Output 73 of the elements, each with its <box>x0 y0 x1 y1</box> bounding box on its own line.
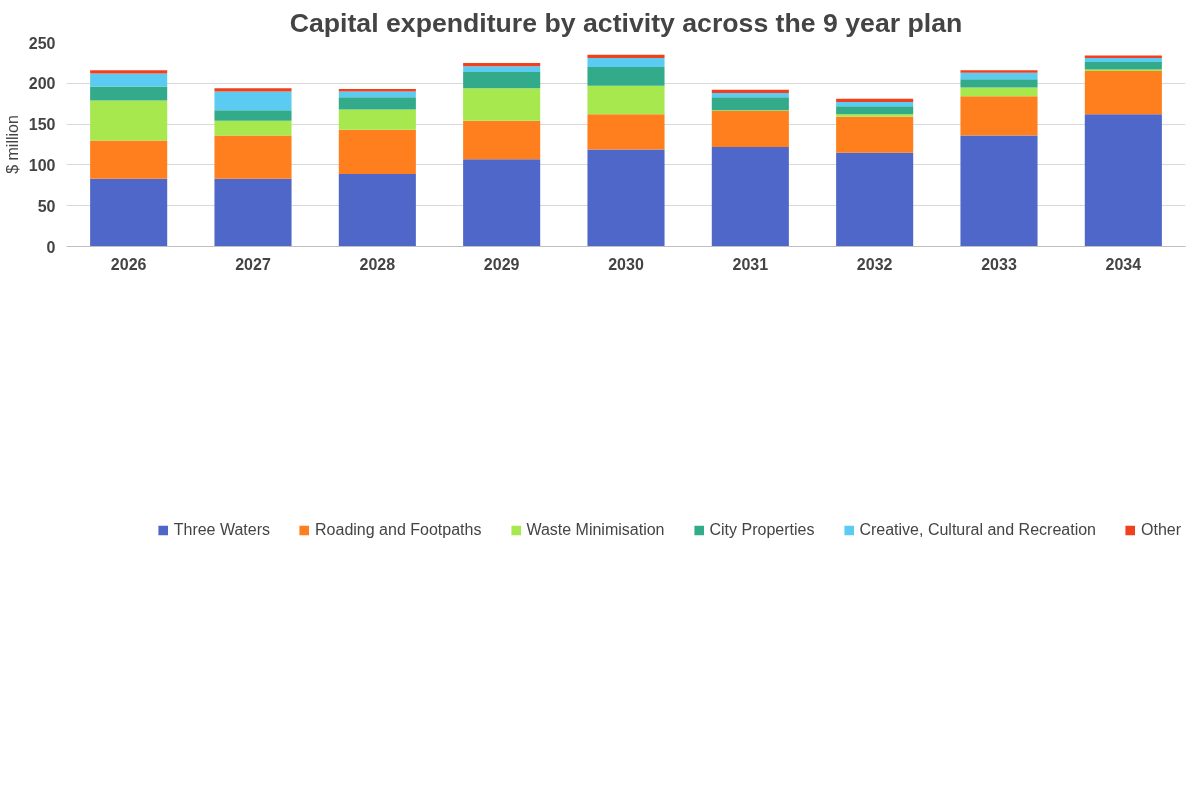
bar <box>1084 71 1162 115</box>
legend-label: Waste Minimisation <box>526 521 665 539</box>
bar <box>960 135 1038 247</box>
bar <box>463 62 541 67</box>
bar <box>90 140 168 179</box>
bar <box>90 73 168 87</box>
y-axis-title: $ million <box>3 115 21 174</box>
x-tick-label: 2034 <box>1105 255 1142 273</box>
legend-label: Three Waters <box>173 521 271 539</box>
bar <box>960 70 1038 73</box>
bar <box>836 106 914 115</box>
bar <box>338 91 416 98</box>
bar <box>463 159 541 247</box>
bar <box>836 152 914 247</box>
bar <box>214 88 292 92</box>
bar <box>90 86 168 101</box>
bar <box>214 178 292 247</box>
bar <box>711 97 789 111</box>
y-tick-label: 50 <box>37 197 56 215</box>
bar <box>214 135 292 179</box>
bar <box>1084 58 1162 63</box>
bar <box>711 93 789 98</box>
bar <box>90 70 168 74</box>
x-tick-label: 2030 <box>608 255 644 273</box>
x-tick-label: 2031 <box>732 255 769 273</box>
bar <box>960 72 1038 80</box>
bar <box>960 96 1038 136</box>
legend-label: Creative, Cultural and Recreation <box>859 521 1096 539</box>
y-tick-label: 150 <box>28 116 56 134</box>
bar <box>836 116 914 153</box>
bar <box>214 110 292 121</box>
bar <box>836 98 914 103</box>
bar <box>960 87 1038 97</box>
bar <box>90 100 168 141</box>
bar <box>338 173 416 247</box>
bar <box>214 91 292 111</box>
bar <box>587 149 665 247</box>
x-tick-label: 2032 <box>856 255 893 273</box>
x-tick-label: 2033 <box>981 255 1017 273</box>
y-tick-label: 200 <box>28 75 56 93</box>
bar <box>463 66 541 72</box>
bar <box>960 79 1038 88</box>
bar <box>587 54 665 58</box>
bar <box>1084 114 1162 247</box>
y-tick-label: 0 <box>46 238 56 256</box>
bar <box>836 102 914 107</box>
bar <box>463 88 541 121</box>
legend-label: Other <box>1140 521 1181 539</box>
bar <box>338 97 416 110</box>
bar <box>711 146 789 247</box>
bar <box>711 89 789 94</box>
bar <box>463 120 541 160</box>
chart-title: Capital expenditure by activity across the 9 year plan <box>289 7 963 38</box>
bar <box>711 111 789 147</box>
bar <box>836 114 914 117</box>
y-tick-label: 250 <box>28 34 56 52</box>
x-tick-label: 2028 <box>359 255 396 273</box>
bar <box>587 66 665 86</box>
x-tick-label: 2027 <box>235 255 271 273</box>
bar <box>90 178 168 247</box>
bar <box>587 85 665 115</box>
bar <box>214 120 292 136</box>
bar <box>463 71 541 89</box>
y-tick-label: 100 <box>28 156 56 174</box>
bar <box>338 109 416 130</box>
bar <box>338 129 416 174</box>
legend-label: City Properties <box>709 521 815 539</box>
legend-label: Roading and Footpaths <box>315 521 482 539</box>
bar <box>587 58 665 67</box>
bar <box>1084 62 1162 70</box>
x-tick-label: 2029 <box>483 255 520 273</box>
x-tick-label: 2026 <box>110 255 147 273</box>
bar <box>587 114 665 150</box>
